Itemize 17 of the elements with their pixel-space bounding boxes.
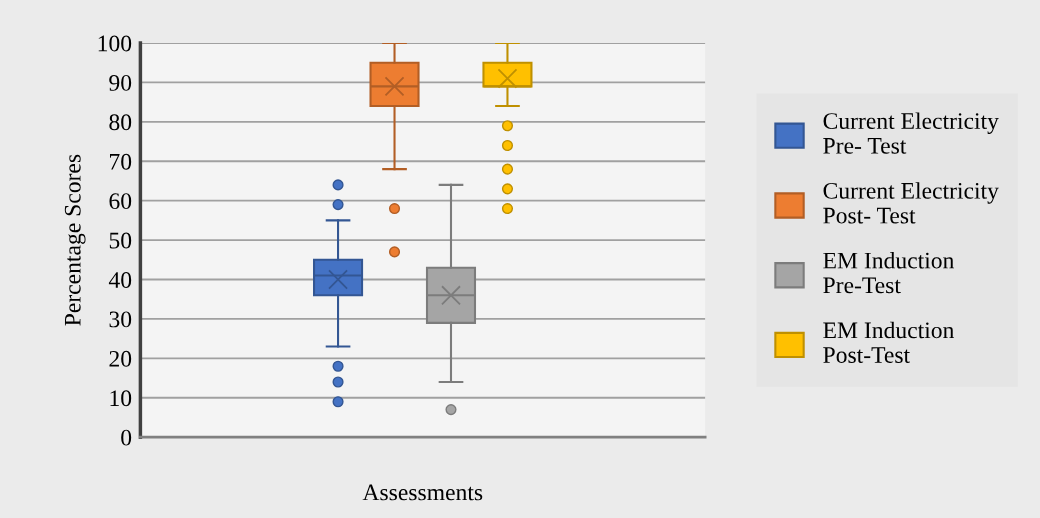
y-tick-label: 80 <box>109 114 132 131</box>
legend-label: Current Electricity Post- Test <box>823 182 999 224</box>
y-tick-label: 20 <box>109 350 132 367</box>
y-tick-label: 40 <box>108 272 132 288</box>
y-tick-label: 10 <box>110 390 132 407</box>
y-tick-label: 100 <box>98 35 132 52</box>
y-tick-label: 0 <box>121 429 132 446</box>
y-tick-label: 90 <box>109 74 132 91</box>
y-axis-title: Percentage Scores <box>64 154 86 326</box>
y-tick-label: 60 <box>109 193 132 210</box>
x-axis-title: Assessments <box>362 484 483 501</box>
legend-label: Current Electricity Pre- Test <box>823 112 999 154</box>
legend-label: EM Induction Post-Test <box>823 321 955 363</box>
legend-label: EM Induction Pre-Test <box>823 251 955 294</box>
y-tick-label: 30 <box>109 311 132 328</box>
y-tick-label: 50 <box>109 232 132 249</box>
y-tick-label: 70 <box>110 153 132 170</box>
